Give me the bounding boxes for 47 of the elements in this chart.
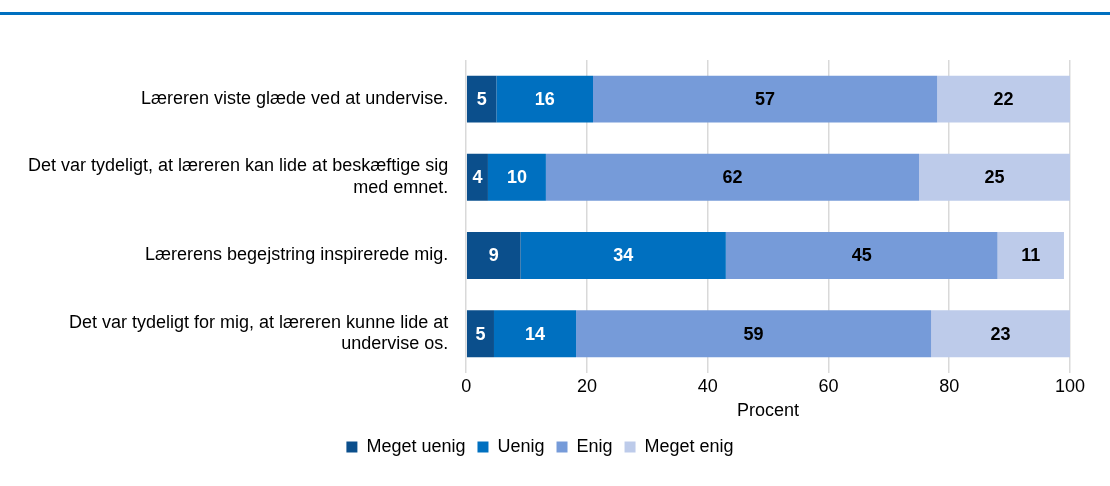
bar bbox=[493, 310, 577, 358]
data-label: 5 bbox=[476, 89, 487, 110]
bar bbox=[487, 153, 546, 201]
data-label: 34 bbox=[613, 245, 634, 266]
data-label: 5 bbox=[475, 323, 486, 344]
x-tick-label: 0 bbox=[461, 375, 472, 396]
data-label: 57 bbox=[755, 89, 776, 110]
bar bbox=[466, 153, 488, 201]
x-tick-label: 40 bbox=[697, 375, 718, 396]
data-label: 16 bbox=[534, 89, 555, 110]
bar bbox=[466, 75, 497, 123]
legend-label: Uenig bbox=[497, 435, 545, 456]
bar bbox=[919, 153, 1070, 201]
x-axis-title: Procent bbox=[737, 400, 800, 421]
legend-label: Enig bbox=[576, 435, 613, 456]
y-tick-label: Det var tydeligt for mig, at læreren kunne lide at undervise os. bbox=[69, 311, 449, 354]
x-tick-label: 60 bbox=[818, 375, 839, 396]
data-label: 22 bbox=[993, 89, 1014, 110]
bar bbox=[593, 75, 938, 123]
data-label: 45 bbox=[851, 245, 872, 266]
bar bbox=[520, 232, 726, 279]
bar bbox=[496, 75, 593, 123]
data-label: 9 bbox=[488, 245, 499, 266]
data-label: 62 bbox=[722, 167, 743, 188]
bar bbox=[931, 310, 1070, 358]
bar bbox=[545, 153, 920, 201]
bar bbox=[725, 232, 998, 279]
x-tick-label: 100 bbox=[1054, 375, 1086, 396]
x-tick-label: 80 bbox=[939, 375, 960, 396]
y-tick-label: Lærerens begejstring inspirerede mig. bbox=[145, 244, 449, 265]
data-label: 10 bbox=[506, 167, 527, 188]
bar bbox=[937, 75, 1070, 123]
data-label: 59 bbox=[743, 323, 764, 344]
legend-label: Meget enig bbox=[644, 435, 734, 456]
bar bbox=[466, 310, 494, 358]
y-tick-label: Læreren viste glæde ved at undervise. bbox=[141, 88, 449, 109]
bar bbox=[997, 232, 1064, 279]
data-label: 25 bbox=[984, 167, 1005, 188]
x-tick-label: 20 bbox=[576, 375, 597, 396]
y-tick-label: Det var tydeligt, at læreren kan lide at beskæftige sig med emnet. bbox=[27, 155, 449, 198]
data-label: 4 bbox=[472, 167, 483, 188]
legend-label: Meget uenig bbox=[366, 435, 466, 456]
data-label: 23 bbox=[990, 323, 1011, 344]
bar bbox=[466, 232, 521, 279]
data-label: 14 bbox=[525, 323, 546, 344]
bar bbox=[576, 310, 932, 358]
data-label: 11 bbox=[1021, 245, 1041, 266]
